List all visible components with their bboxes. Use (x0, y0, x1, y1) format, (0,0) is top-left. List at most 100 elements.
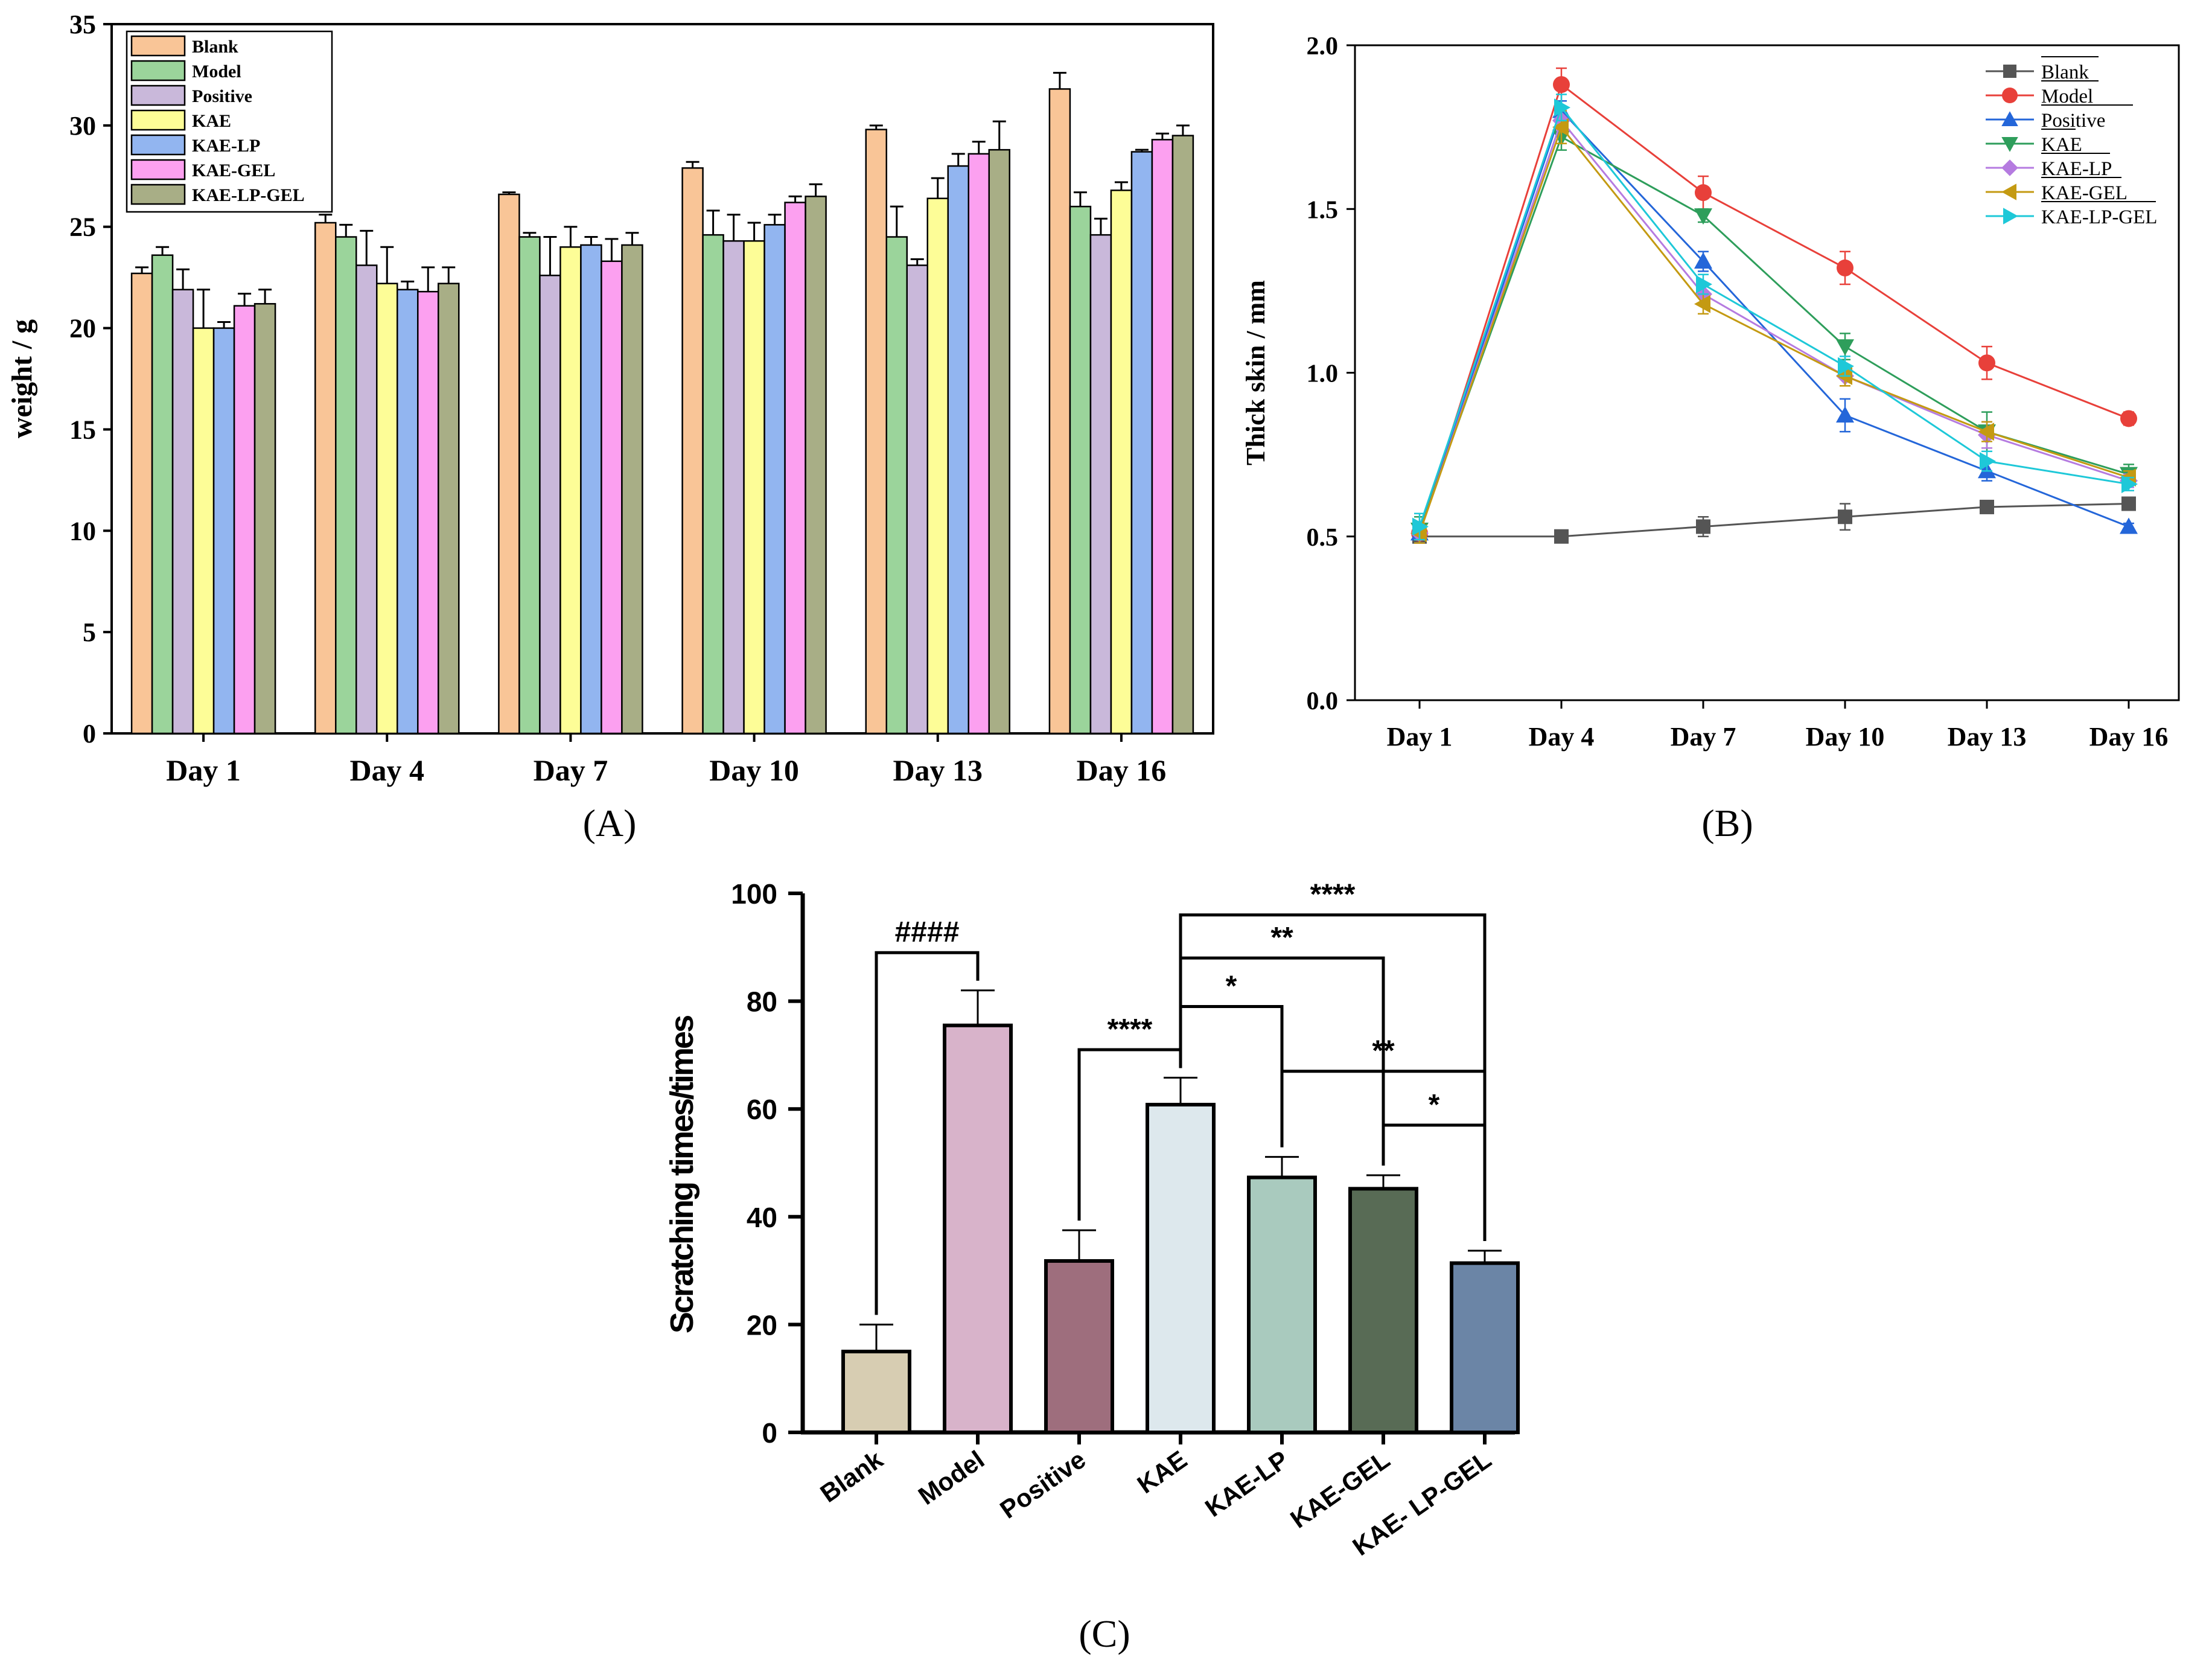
bar-blank (498, 193, 520, 735)
bar-model (518, 236, 541, 735)
data-point-kae-gel (1978, 423, 1994, 441)
data-point-positive (1694, 252, 1712, 269)
bar-kae-gel (1151, 139, 1174, 735)
bar-kae (559, 246, 582, 735)
panel-label: (B) (1701, 802, 1753, 844)
bar-positive (1044, 1259, 1114, 1434)
data-point-kae-lp-gel (1838, 357, 1854, 375)
bar-kae-gel (417, 290, 439, 735)
bar-blank (314, 222, 337, 735)
bar-model (943, 1023, 1013, 1435)
legend-swatch (130, 159, 186, 180)
x-tick-label: Day 1 (166, 753, 241, 787)
y-tick-label: 25 (69, 212, 96, 242)
bar-kae-lp-gel (988, 148, 1010, 735)
bar-positive (722, 240, 745, 735)
y-tick-label: 35 (69, 10, 96, 39)
legend-label: KAE-GEL (192, 161, 275, 180)
legend-marker (2002, 88, 2018, 103)
bar-kae-lp (580, 244, 602, 735)
y-tick-label: 1.5 (1307, 196, 1339, 224)
x-tick-label: Day 4 (1529, 722, 1595, 752)
legend-swatch (130, 183, 186, 205)
panel-label: (A) (583, 802, 637, 844)
data-point-model (1695, 184, 1712, 202)
bar-positive (906, 264, 928, 735)
legend-swatch (130, 35, 186, 57)
x-tick-label: Day 16 (2089, 722, 2169, 752)
significance-bracket (1382, 1123, 1487, 1242)
bar-kae-lp (1130, 151, 1153, 735)
legend-marker (2003, 208, 2018, 225)
legend-swatch (130, 109, 186, 131)
data-point-kae-gel (1694, 295, 1710, 313)
data-point-blank (2121, 496, 2136, 511)
legend-label: KAE (2041, 134, 2082, 156)
data-point-blank (1980, 499, 1994, 514)
data-point-kae (1836, 339, 1854, 356)
bar-kae-lp (947, 165, 969, 735)
data-point-model (1837, 259, 1853, 276)
panel-c: 0 20 40 60 80 100 Scratching times/times Blank M… (664, 878, 1520, 1655)
data-point-model (1978, 354, 1995, 372)
legend-marker (2001, 159, 2018, 176)
bar-kae-gel (1348, 1187, 1418, 1434)
x-tick-label: Day 7 (534, 753, 608, 787)
data-point-model (2120, 410, 2137, 427)
legend-label: Positive (2041, 110, 2105, 132)
legend-label: Model (192, 62, 241, 81)
data-point-blank (1838, 509, 1852, 525)
bar-kae-lp-gel (621, 244, 643, 735)
series-line-positive (1418, 109, 2129, 534)
legend-label: Blank (2041, 62, 2089, 83)
significance-label: * (1429, 1089, 1440, 1121)
bar-kae-lp (212, 327, 235, 735)
x-tick-label: KAE-LP (1200, 1445, 1293, 1522)
significance-bracket (875, 951, 980, 1315)
significance-label: **** (1108, 1013, 1153, 1045)
legend-marker (2003, 65, 2016, 78)
bar-kae-gel (601, 260, 623, 735)
series-line-kae-lp-gel (1418, 106, 2129, 527)
legend-swatch (130, 60, 186, 81)
bar-kae-lp-gel (438, 282, 460, 735)
bar-blank (865, 129, 887, 735)
series-line-kae-lp (1418, 118, 2129, 534)
x-tick-label: Day 4 (349, 753, 424, 787)
y-tick-label: 2.0 (1307, 33, 1339, 60)
bar-kae-lp (1247, 1175, 1317, 1434)
legend-swatch (130, 134, 186, 156)
data-point-positive (2120, 517, 2138, 534)
series-line-kae-gel (1418, 125, 2129, 534)
legend-marker (2001, 111, 2018, 126)
y-tick-label: 5 (83, 617, 96, 647)
series-line-blank (1420, 503, 2129, 538)
data-point-kae-lp-gel (1696, 275, 1712, 294)
data-point-blank (1696, 519, 1710, 534)
bar-kae (192, 327, 215, 735)
bar-kae-gel (784, 202, 806, 735)
y-tick-label: 30 (69, 111, 96, 141)
bar-model (335, 236, 357, 735)
bar-positive (355, 264, 378, 735)
y-tick-label: 1.0 (1307, 360, 1339, 388)
x-tick-label: Model (913, 1445, 989, 1510)
x-tick-label: Day 1 (1387, 722, 1453, 752)
data-point-kae-lp-gel (1554, 98, 1570, 117)
significance-label: **** (1310, 879, 1356, 911)
plot-frame (110, 23, 1214, 735)
data-point-kae-lp-gel (2121, 474, 2138, 493)
y-tick-label: 15 (69, 415, 96, 444)
bar-blank (841, 1350, 911, 1435)
bar-model (885, 236, 908, 735)
legend-marker (2001, 183, 2016, 200)
y-axis-label: weight / g (6, 319, 38, 438)
legend-label: KAE-LP-GEL (192, 185, 305, 205)
y-tick-label: 0.5 (1307, 524, 1339, 552)
bar-kae (1110, 190, 1133, 735)
x-tick-label: Day 16 (1077, 753, 1167, 787)
bar-model (1069, 205, 1092, 735)
legend-swatch (130, 85, 186, 106)
panel-b: 0.0 0.5 1.0 1.5 2.0 Thick skin / mm Day 1 Day 4… (1241, 33, 2180, 844)
legend-label: KAE-LP-GEL (2041, 206, 2157, 228)
